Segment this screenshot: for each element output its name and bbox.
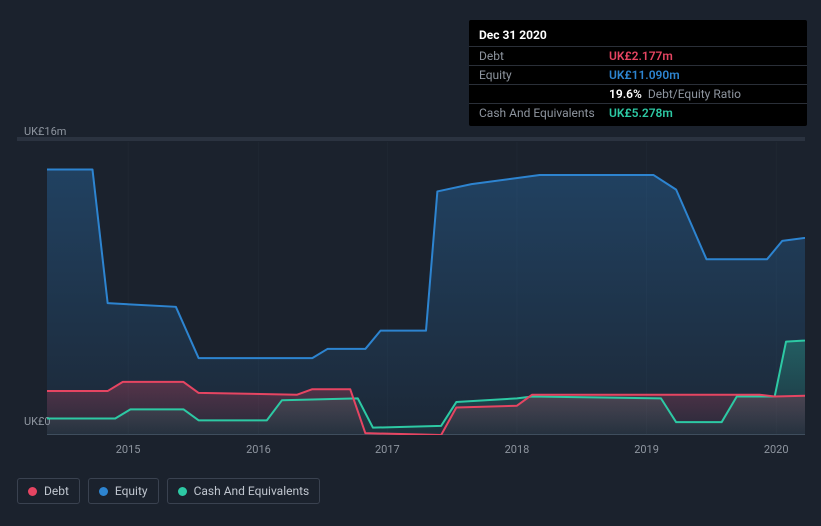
tooltip-date: Dec 31 2020 (469, 24, 807, 46)
tooltip-row: DebtUK£2.177m (469, 46, 807, 65)
tooltip-row: EquityUK£11.090m (469, 65, 807, 84)
tooltip-label: Cash And Equivalents (479, 106, 609, 120)
tooltip-label: Equity (479, 68, 609, 82)
legend-item[interactable]: Equity (88, 478, 159, 504)
tooltip-value: UK£5.278m (609, 106, 673, 120)
x-axis-tick: 2019 (634, 443, 659, 456)
x-axis-tick: 2020 (764, 443, 789, 456)
x-axis-tick: 2015 (116, 443, 141, 456)
chart-top-border (17, 137, 805, 141)
legend-swatch (99, 487, 108, 496)
x-axis-tick: 2017 (375, 443, 400, 456)
tooltip-value: UK£2.177m (609, 49, 673, 63)
x-axis: 2015 2016 2017 2018 2019 2020 (47, 443, 805, 463)
legend-swatch (28, 487, 37, 496)
legend-label: Equity (115, 484, 148, 498)
tooltip-row: 19.6%Debt/Equity Ratio (469, 84, 807, 103)
x-axis-tick: 2018 (505, 443, 530, 456)
tooltip-row: Cash And EquivalentsUK£5.278m (469, 103, 807, 122)
tooltip-label (479, 87, 609, 101)
legend-label: Cash And Equivalents (194, 484, 310, 498)
chart-tooltip: Dec 31 2020 DebtUK£2.177mEquityUK£11.090… (469, 20, 807, 126)
legend-item[interactable]: Cash And Equivalents (167, 478, 321, 504)
x-axis-tick: 2016 (246, 443, 271, 456)
legend-item[interactable]: Debt (17, 478, 80, 504)
tooltip-value: 19.6%Debt/Equity Ratio (609, 87, 741, 101)
chart-legend: Debt Equity Cash And Equivalents (17, 478, 320, 504)
area-chart[interactable] (47, 142, 805, 435)
tooltip-value: UK£11.090m (609, 68, 680, 82)
tooltip-label: Debt (479, 49, 609, 63)
legend-swatch (178, 487, 187, 496)
legend-label: Debt (44, 484, 69, 498)
